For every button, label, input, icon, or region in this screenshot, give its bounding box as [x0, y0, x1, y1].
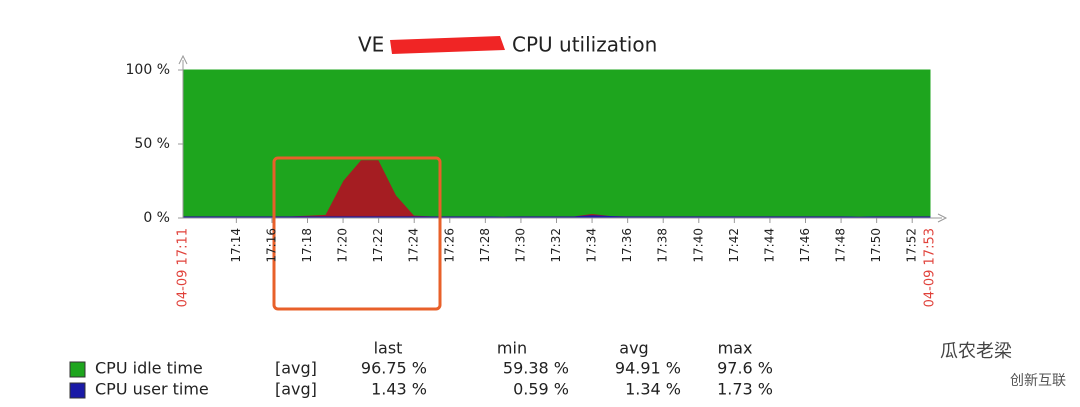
legend-stat: 97.6 % [717, 359, 773, 378]
legend-stat: 1.43 % [371, 380, 427, 399]
x-edge-label: 04-09 17:11 [176, 228, 191, 307]
x-tick-label: 17:24 [407, 228, 421, 263]
x-tick-label: 17:48 [834, 228, 848, 263]
redaction [390, 36, 505, 54]
x-tick-label: 17:20 [336, 228, 350, 263]
y-tick-label: 50 % [134, 136, 170, 152]
x-tick-label: 17:16 [264, 228, 278, 263]
legend-header: max [718, 339, 753, 358]
legend-stat: 1.34 % [625, 380, 681, 399]
x-tick-label: 17:14 [229, 228, 243, 263]
x-tick-label: 17:46 [798, 228, 812, 263]
x-tick-label: 17:38 [656, 228, 670, 263]
x-tick-label: 17:40 [691, 228, 705, 263]
legend-func: [avg] [275, 380, 317, 399]
axes [178, 54, 948, 223]
legend-swatch [69, 361, 86, 378]
legend-func: [avg] [275, 359, 317, 378]
chart-title-host: VE [358, 33, 384, 57]
legend-header: min [497, 339, 527, 358]
legend-stat: 94.91 % [615, 359, 681, 378]
y-tick-label: 100 % [126, 62, 170, 78]
watermark: 瓜农老梁 [940, 341, 1012, 362]
legend-stat: 96.75 % [361, 359, 427, 378]
x-tick-label: 17:42 [727, 228, 741, 263]
x-tick-label: 17:52 [905, 228, 919, 263]
legend-header: avg [619, 339, 648, 358]
legend-stat: 0.59 % [513, 380, 569, 399]
highlight-box [272, 156, 442, 311]
x-tick-label: 17:28 [478, 228, 492, 263]
legend-stat: 1.73 % [717, 380, 773, 399]
x-tick-label: 17:34 [585, 228, 599, 263]
legend-label: CPU user time [95, 380, 209, 399]
chart-title: CPU utilization [512, 33, 657, 57]
x-tick-label: 17:18 [300, 228, 314, 263]
x-tick-label: 17:22 [371, 228, 385, 263]
x-edge-label: 04-09 17:53 [923, 228, 938, 307]
x-tick-label: 17:32 [549, 228, 563, 263]
legend-swatch [69, 382, 86, 399]
x-tick-label: 17:26 [442, 228, 456, 263]
watermark: 创新互联 [1010, 373, 1066, 389]
plot [182, 69, 931, 219]
legend-stat: 59.38 % [503, 359, 569, 378]
x-tick-label: 17:36 [620, 228, 634, 263]
legend-header: last [374, 339, 403, 358]
y-tick-label: 0 % [143, 210, 170, 226]
x-tick-label: 17:44 [762, 228, 776, 263]
legend-label: CPU idle time [95, 359, 203, 378]
x-tick-label: 17:50 [869, 228, 883, 263]
area [182, 69, 931, 217]
x-tick-label: 17:30 [513, 228, 527, 263]
